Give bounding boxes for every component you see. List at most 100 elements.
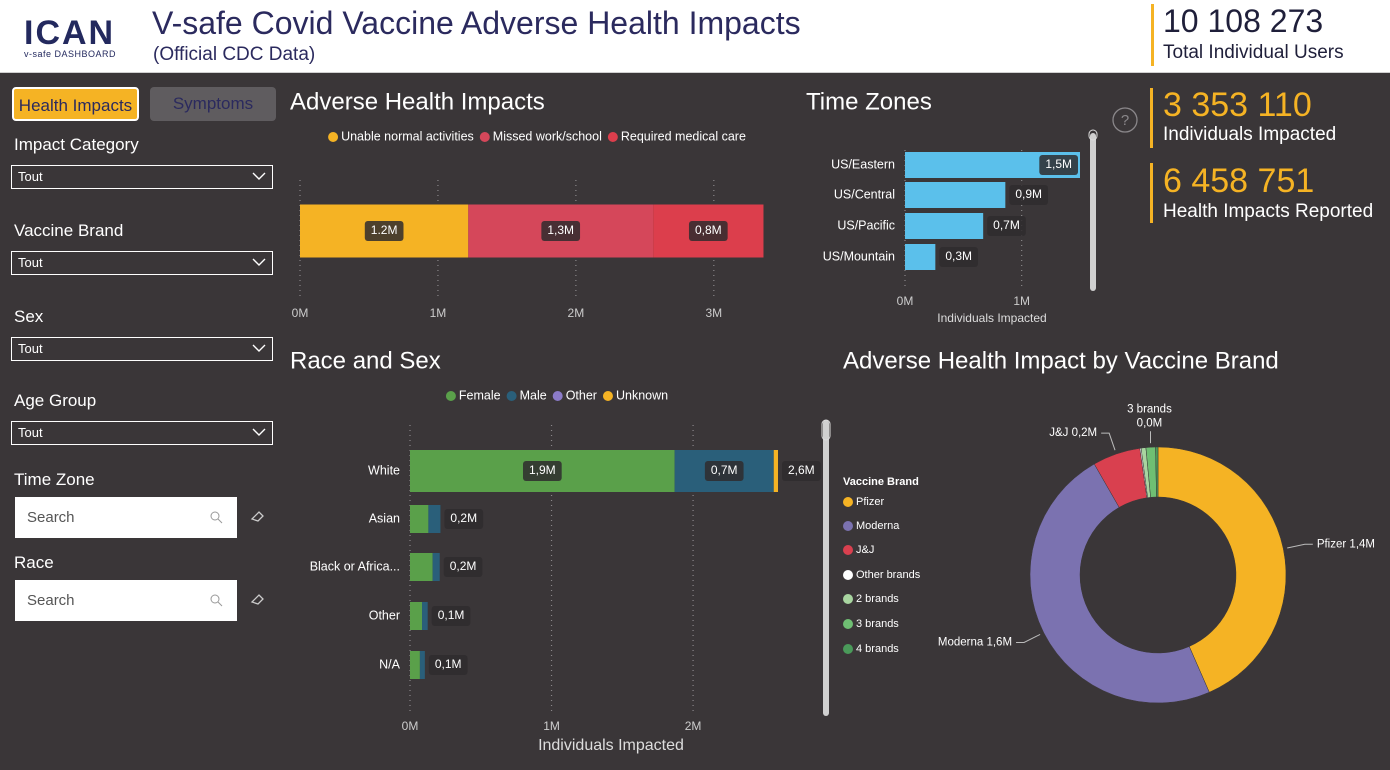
bar <box>905 244 936 270</box>
value-label-box <box>428 655 468 675</box>
value-label: 0,2M <box>450 511 477 525</box>
value-label-box <box>939 247 979 267</box>
legend-marker <box>552 391 563 401</box>
filter-label: Race <box>14 553 54 572</box>
legend-label: 4 brands <box>856 643 899 655</box>
value-label: 1,5M <box>1045 157 1072 171</box>
scrollbar[interactable] <box>823 420 829 716</box>
filter-label: Sex <box>14 307 44 326</box>
x-tick-label: 1M <box>430 306 447 320</box>
value-label-box <box>704 461 744 481</box>
legend: Female Male Other Unknown <box>445 388 668 402</box>
dropdown[interactable]: Tout <box>11 165 273 189</box>
value-label-box <box>688 221 728 241</box>
chevron <box>252 172 266 180</box>
slice-label: Pfizer 1,4M <box>1317 538 1375 550</box>
chevron <box>252 428 266 436</box>
kpi-value: 6 458 751 <box>1163 162 1315 200</box>
help-icon-text: ? <box>1121 112 1129 129</box>
kpi-accent <box>1150 88 1153 148</box>
value-label: 0,2M <box>450 559 477 573</box>
dropdown[interactable]: Tout <box>11 337 273 361</box>
legend-marker <box>843 594 853 604</box>
bar-segment <box>432 553 440 581</box>
legend-marker <box>843 497 853 507</box>
filter-label: Age Group <box>14 391 97 410</box>
filter-label: Impact Category <box>14 135 139 154</box>
legend-marker <box>843 521 853 531</box>
value-label: 0,3M <box>945 249 972 263</box>
value-label: 2,6M <box>788 463 815 477</box>
x-tick-label: 2M <box>685 719 702 733</box>
legend-label: Moderna <box>856 520 900 532</box>
search-placeholder: Search <box>27 592 75 609</box>
slice-label: 0,0M <box>1137 417 1163 429</box>
scroll-thumb[interactable] <box>1088 129 1098 141</box>
value-label-box <box>522 461 562 481</box>
value-label: 0,8M <box>695 223 722 237</box>
dropdown[interactable]: Tout <box>11 421 273 445</box>
legend-label: J&J <box>856 544 874 556</box>
y-tick-label: US/Central <box>834 187 895 201</box>
y-tick-label: N/A <box>379 657 401 671</box>
legend-label: Required medical care <box>621 129 746 143</box>
y-tick-label: US/Pacific <box>837 218 895 232</box>
search-placeholder: Search <box>27 509 75 526</box>
legend-marker <box>506 391 517 401</box>
leader-line <box>1016 633 1041 643</box>
dropdown-value: Tout <box>18 255 43 270</box>
logo: ICAN <box>24 14 116 52</box>
y-tick-label: Other <box>369 608 400 622</box>
leader-line <box>1287 543 1313 549</box>
scroll-thumb[interactable] <box>821 419 831 441</box>
chart-title: Adverse Health Impact by Vaccine Brand <box>843 347 1279 374</box>
kpi-label: Individuals Impacted <box>1163 124 1337 145</box>
dropdown-value: Tout <box>18 425 43 440</box>
legend: Unable normal activities Missed work/scho… <box>328 129 746 143</box>
x-tick-label: 3M <box>705 306 722 320</box>
bar-segment <box>422 602 428 630</box>
slice-label-name: J&J <box>1049 427 1068 439</box>
legend-title: Vaccine Brand <box>843 476 919 488</box>
search-box[interactable]: Search <box>15 497 237 538</box>
dropdown-value: Tout <box>18 169 43 184</box>
value-label: 0,7M <box>993 218 1020 232</box>
slice-label: 3 brands <box>1127 403 1172 415</box>
value-label-box <box>1039 155 1078 175</box>
chart-title: Adverse Health Impacts <box>290 88 545 115</box>
chevron <box>252 258 266 266</box>
help-icon[interactable] <box>1112 107 1138 133</box>
x-tick-label: 1M <box>1013 294 1030 308</box>
clear-icon[interactable] <box>250 592 266 606</box>
search-box[interactable]: Search <box>15 580 237 621</box>
legend-marker <box>843 570 853 580</box>
x-tick-label: 2M <box>568 306 585 320</box>
value-label-box <box>444 509 484 529</box>
dropdown[interactable]: Tout <box>11 251 273 275</box>
kpi-value: 3 353 110 <box>1163 86 1312 124</box>
value-label: 1,9M <box>529 463 556 477</box>
value-label-box <box>431 606 471 626</box>
tab-button[interactable]: Symptoms <box>150 87 276 121</box>
pie-slice <box>1155 446 1159 498</box>
bar-segment <box>410 602 423 630</box>
value-label: 0,1M <box>438 608 465 622</box>
bar-segment <box>410 553 433 581</box>
value-label-box <box>443 557 483 577</box>
legend-label: 2 brands <box>856 593 899 605</box>
bar-segment <box>410 505 429 533</box>
search-icon <box>210 594 223 607</box>
bar-segment <box>410 651 420 679</box>
legend-label: Missed work/school <box>493 129 602 143</box>
filter-label: Time Zone <box>14 470 95 489</box>
scrollbar[interactable] <box>1090 133 1096 291</box>
chevron <box>252 344 266 352</box>
tab-button[interactable]: Health Impacts <box>12 87 139 121</box>
legend-marker <box>607 132 618 142</box>
legend-marker <box>328 132 339 142</box>
header: ICAN v-safe DASHBOARD V-safe Covid Vacci… <box>0 0 1390 73</box>
value-label-box <box>1009 185 1049 205</box>
clear-icon[interactable] <box>250 509 266 523</box>
slice-label-name: Pfizer <box>1317 538 1347 550</box>
